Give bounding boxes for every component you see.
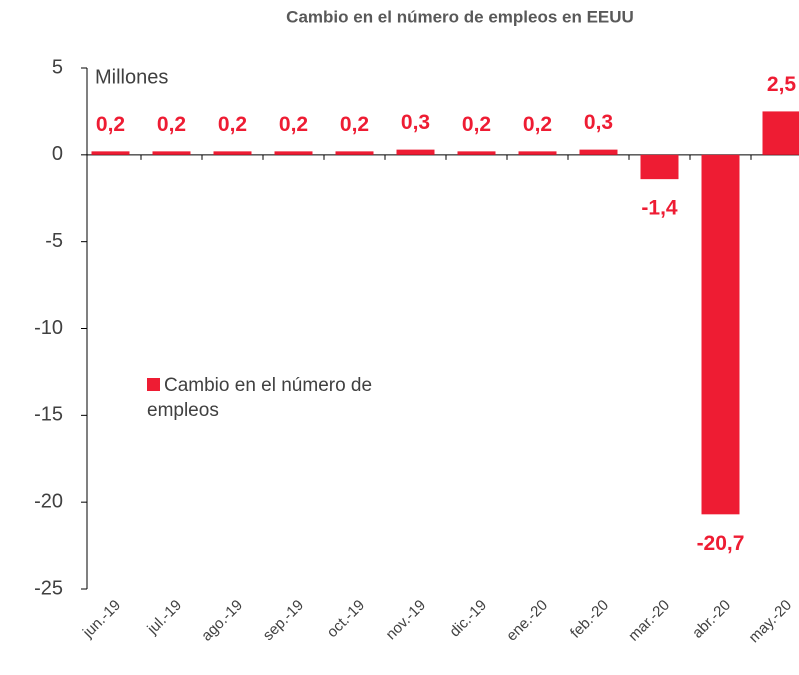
data-label: 0,2 (340, 113, 369, 136)
x-tick-label: may.-20 (746, 597, 796, 647)
x-tick-label: oct.-19 (324, 597, 368, 641)
data-label: 2,5 (767, 73, 797, 96)
x-tick-label: dic.-19 (446, 597, 490, 641)
x-tick-label: mar.-20 (625, 597, 673, 645)
x-tick-label: ene.-20 (503, 597, 551, 645)
legend: Cambio en el número de empleos (147, 373, 417, 423)
data-label: 0,2 (218, 113, 247, 136)
data-label: -1,4 (641, 197, 678, 220)
y-tick-label: 0 (52, 143, 63, 165)
x-tick-label: ago.-19 (198, 597, 246, 645)
bar (396, 149, 435, 155)
data-label: 0,2 (279, 113, 308, 136)
x-tick-label: sep.-19 (260, 597, 307, 644)
legend-label: Cambio en el número de empleos (147, 375, 373, 421)
bar (274, 151, 313, 155)
y-tick-label: -5 (45, 230, 63, 252)
bar (213, 151, 252, 155)
bar (701, 154, 740, 515)
bar (579, 149, 618, 155)
x-tick-label: jun.-19 (79, 597, 124, 642)
data-label: 0,2 (462, 113, 491, 136)
y-tick-label: 5 (52, 56, 63, 78)
bar (518, 151, 557, 155)
x-tick-label: jul.-19 (144, 597, 186, 639)
bar (457, 151, 496, 155)
data-label: 0,2 (96, 113, 125, 136)
legend-swatch (147, 378, 160, 391)
x-tick-label: abr.-20 (689, 597, 734, 642)
bar (152, 151, 191, 155)
bar (762, 111, 799, 155)
data-label: 0,3 (401, 111, 430, 134)
y-tick-label: -25 (34, 577, 63, 599)
data-label: 0,3 (584, 111, 613, 134)
data-label: 0,2 (523, 113, 552, 136)
y-tick-label: -15 (34, 404, 63, 426)
data-label: -20,7 (697, 532, 745, 555)
chart-title: Cambio en el número de empleos en EEUU (286, 7, 634, 26)
bar (335, 151, 374, 155)
y-axis-label: Millones (95, 66, 168, 88)
y-tick-label: -10 (34, 317, 63, 339)
data-label: 0,2 (157, 113, 186, 136)
y-tick-label: -20 (34, 490, 63, 512)
x-tick-label: feb.-20 (567, 597, 612, 642)
bar (640, 154, 679, 180)
x-tick-label: nov.-19 (383, 597, 430, 644)
bar (91, 151, 130, 155)
